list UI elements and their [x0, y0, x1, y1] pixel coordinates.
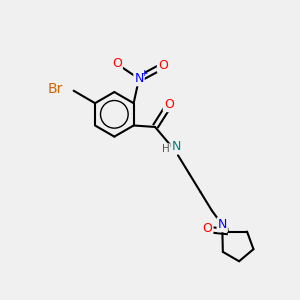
Text: O: O	[202, 222, 212, 235]
Text: H: H	[162, 144, 170, 154]
Text: O: O	[164, 98, 174, 111]
Text: N: N	[172, 140, 182, 153]
Text: Br: Br	[48, 82, 64, 96]
Text: +: +	[140, 69, 147, 78]
Text: N: N	[134, 72, 144, 85]
Text: O: O	[158, 59, 168, 72]
Text: O: O	[112, 58, 122, 70]
Text: N: N	[218, 218, 227, 231]
